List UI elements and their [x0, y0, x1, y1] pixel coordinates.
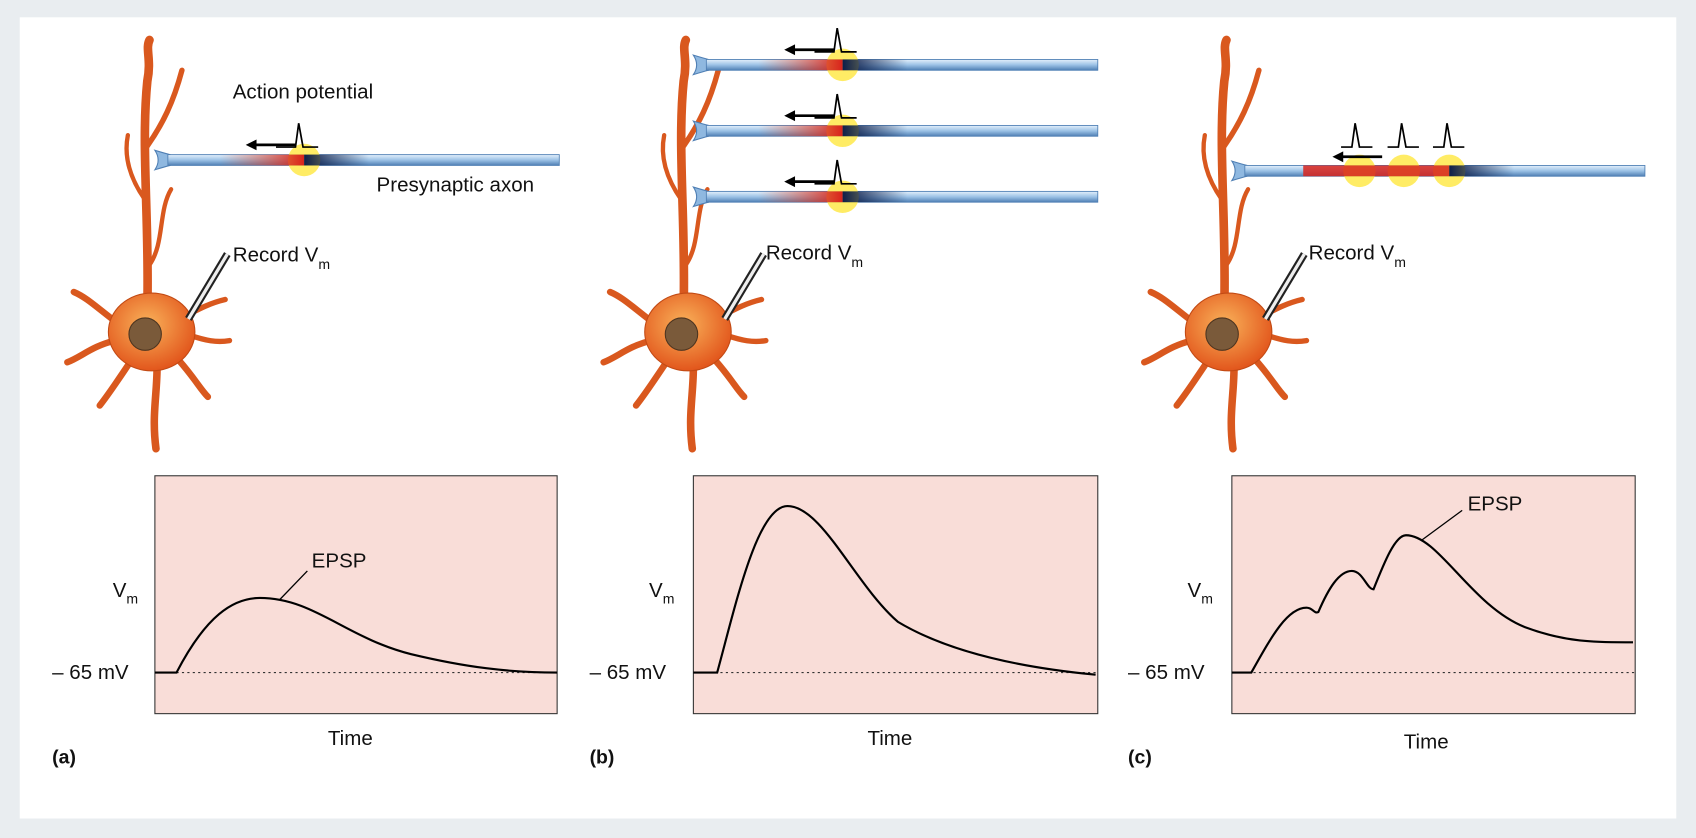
- record-subscript: m: [1394, 254, 1406, 270]
- epsp-label: EPSP: [312, 550, 367, 573]
- panel-b: Record Vm Vm – 65 mV Time (b): [590, 26, 1100, 768]
- panel-c: Record Vm EPSP Vm – 65 mV Time (c): [1128, 40, 1646, 768]
- epsp-curve: [1231, 534, 1634, 674]
- y-text: V: [1188, 579, 1202, 602]
- y-axis-label: Vm: [1188, 579, 1213, 606]
- callout: [278, 570, 308, 601]
- callout: [1420, 509, 1463, 542]
- panel-label: (c): [1128, 746, 1152, 768]
- record-label: Record Vm: [766, 242, 863, 271]
- action-potential-label: Action potential: [233, 80, 373, 103]
- y-subscript: m: [663, 590, 675, 606]
- record-label: Record Vm: [233, 244, 330, 273]
- x-axis-label: Time: [328, 727, 373, 750]
- panel-label: (b): [590, 746, 615, 768]
- y-text: V: [649, 579, 663, 602]
- record-text: Record V: [233, 244, 319, 267]
- y-subscript: m: [126, 590, 138, 606]
- record-label: Record Vm: [1309, 242, 1406, 271]
- epsp-curve: [693, 504, 1096, 676]
- record-subscript: m: [318, 256, 330, 272]
- baseline-label: – 65 mV: [590, 661, 667, 684]
- baseline-label: – 65 mV: [52, 661, 129, 684]
- baseline-label: – 65 mV: [1128, 661, 1205, 684]
- plot-area: [1231, 475, 1636, 715]
- x-axis-label: Time: [867, 727, 912, 750]
- y-axis-label: Vm: [113, 579, 138, 606]
- y-axis-label: Vm: [649, 579, 674, 606]
- record-text: Record V: [1309, 242, 1395, 265]
- epsp-curve: [154, 596, 558, 674]
- x-axis-label: Time: [1404, 730, 1449, 753]
- y-subscript: m: [1201, 590, 1213, 606]
- plot-area: [692, 475, 1099, 715]
- record-subscript: m: [851, 254, 863, 270]
- axon-label: Presynaptic axon: [377, 173, 535, 196]
- panel-label: (a): [52, 746, 76, 768]
- record-text: Record V: [766, 242, 852, 265]
- y-text: V: [113, 579, 127, 602]
- axon: [1230, 123, 1646, 188]
- panel-a: Action potential Presynaptic axon Record…: [52, 40, 561, 768]
- epsp-label: EPSP: [1468, 492, 1523, 515]
- plot-area: [154, 475, 558, 715]
